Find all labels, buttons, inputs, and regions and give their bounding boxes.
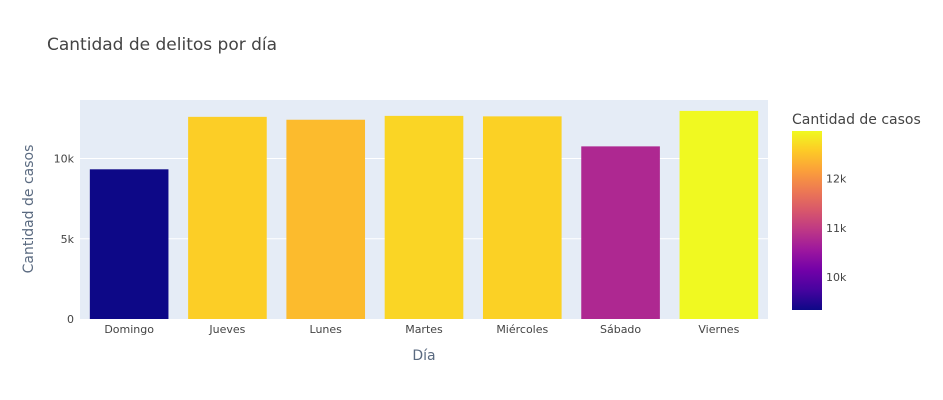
x-tick-label: Sábado — [600, 323, 641, 336]
bar[interactable] — [482, 116, 562, 319]
x-tick-label: Domingo — [104, 323, 154, 336]
x-tick-label: Lunes — [310, 323, 343, 336]
x-tick-label: Viernes — [698, 323, 739, 336]
bar[interactable] — [679, 110, 759, 320]
bar[interactable] — [188, 116, 267, 319]
x-tick-label: Martes — [405, 323, 443, 336]
bar[interactable] — [89, 169, 169, 319]
x-tick-label: Jueves — [208, 323, 245, 336]
x-tick-label: Miércoles — [496, 323, 548, 336]
bar[interactable] — [581, 146, 660, 319]
colorbar-tick-label: 10k — [826, 271, 847, 284]
y-tick-labels: 0 5k 10k — [54, 153, 75, 326]
x-axis-label: Día — [412, 348, 435, 364]
y-axis-label: Cantidad de casos — [21, 145, 37, 274]
y-tick-label: 5k — [61, 233, 75, 246]
y-tick-label: 0 — [67, 313, 74, 326]
bar[interactable] — [286, 119, 366, 319]
bar[interactable] — [384, 115, 464, 319]
colorbar-tick-label: 12k — [826, 173, 847, 186]
colorbar-title: Cantidad de casos — [792, 112, 921, 128]
y-tick-label: 10k — [54, 153, 75, 166]
x-tick-labels: Domingo Jueves Lunes Martes Miércoles Sábado V… — [104, 323, 739, 336]
colorbar-tick-label: 11k — [826, 222, 847, 235]
colorbar — [792, 131, 822, 310]
bars — [89, 110, 759, 320]
colorbar-tick-labels: 10k 11k 12k — [826, 173, 847, 284]
chart-title: Cantidad de delitos por día — [47, 35, 277, 55]
